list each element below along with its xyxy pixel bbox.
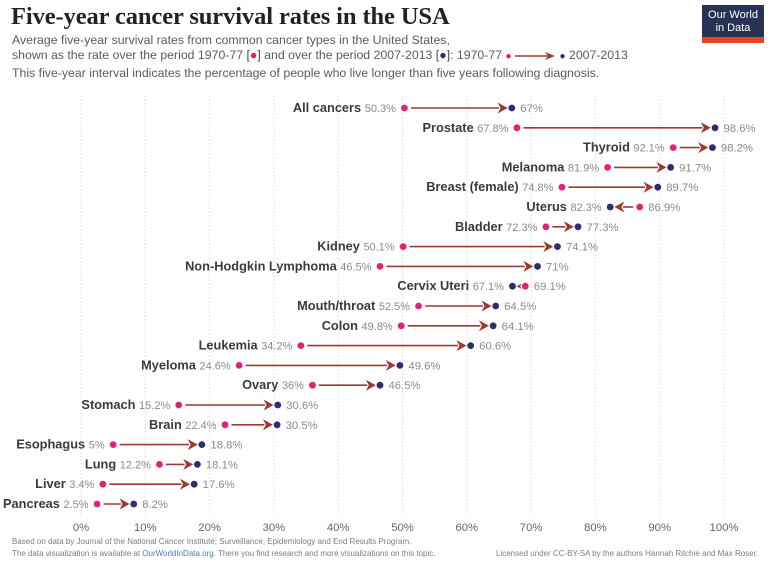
svg-text:Myeloma 24.6%: Myeloma 24.6% bbox=[141, 357, 231, 372]
svg-text:Ovary 36%: Ovary 36% bbox=[242, 377, 304, 392]
svg-text:Lung 12.2%: Lung 12.2% bbox=[85, 456, 151, 471]
svg-text:50%: 50% bbox=[391, 522, 414, 534]
svg-text:Liver 3.4%: Liver 3.4% bbox=[35, 476, 94, 491]
svg-text:86.9%: 86.9% bbox=[648, 202, 680, 214]
svg-text:8.2%: 8.2% bbox=[142, 499, 168, 511]
svg-text:69.1%: 69.1% bbox=[534, 281, 566, 293]
svg-text:67%: 67% bbox=[520, 103, 543, 115]
svg-text:Prostate 67.8%: Prostate 67.8% bbox=[422, 120, 508, 135]
svg-text:Bladder 72.3%: Bladder 72.3% bbox=[455, 219, 538, 234]
svg-text:49.6%: 49.6% bbox=[408, 360, 440, 372]
svg-text:Melanoma 81.9%: Melanoma 81.9% bbox=[502, 159, 600, 174]
svg-text:Esophagus 5%: Esophagus 5% bbox=[16, 437, 105, 452]
svg-text:Leukemia 34.2%: Leukemia 34.2% bbox=[199, 338, 293, 353]
svg-text:Breast (female) 74.8%: Breast (female) 74.8% bbox=[426, 179, 553, 194]
svg-text:Colon 49.8%: Colon 49.8% bbox=[322, 318, 393, 333]
svg-text:All cancers 50.3%: All cancers 50.3% bbox=[293, 100, 396, 115]
svg-text:77.3%: 77.3% bbox=[587, 222, 619, 234]
svg-text:70%: 70% bbox=[520, 522, 543, 534]
svg-text:Thyroid 92.1%: Thyroid 92.1% bbox=[583, 140, 665, 155]
svg-text:0%: 0% bbox=[73, 522, 89, 534]
svg-text:30.5%: 30.5% bbox=[286, 420, 318, 432]
svg-text:10%: 10% bbox=[134, 522, 157, 534]
svg-text:18.8%: 18.8% bbox=[210, 440, 242, 452]
svg-text:18.1%: 18.1% bbox=[206, 459, 238, 471]
svg-text:60%: 60% bbox=[455, 522, 478, 534]
svg-text:Non-Hodgkin Lymphoma 46.5%: Non-Hodgkin Lymphoma 46.5% bbox=[185, 258, 372, 273]
svg-text:Stomach 15.2%: Stomach 15.2% bbox=[81, 397, 170, 412]
svg-text:40%: 40% bbox=[327, 522, 350, 534]
svg-text:100%: 100% bbox=[710, 522, 739, 534]
svg-text:Cervix Uteri 67.1%: Cervix Uteri 67.1% bbox=[397, 278, 504, 293]
svg-text:Kidney 50.1%: Kidney 50.1% bbox=[317, 239, 395, 254]
svg-text:90%: 90% bbox=[648, 522, 671, 534]
svg-text:98.2%: 98.2% bbox=[721, 143, 753, 155]
svg-text:71%: 71% bbox=[546, 261, 569, 273]
svg-text:Uterus 82.3%: Uterus 82.3% bbox=[526, 199, 602, 214]
svg-text:64.1%: 64.1% bbox=[502, 321, 534, 333]
svg-text:30.6%: 30.6% bbox=[286, 400, 318, 412]
svg-text:Pancreas 2.5%: Pancreas 2.5% bbox=[3, 496, 89, 511]
svg-text:20%: 20% bbox=[198, 522, 221, 534]
svg-text:89.7%: 89.7% bbox=[666, 182, 698, 194]
svg-text:60.6%: 60.6% bbox=[479, 341, 511, 353]
svg-text:17.6%: 17.6% bbox=[203, 479, 235, 491]
svg-text:74.1%: 74.1% bbox=[566, 242, 598, 254]
svg-text:30%: 30% bbox=[263, 522, 286, 534]
svg-text:80%: 80% bbox=[584, 522, 607, 534]
svg-text:46.5%: 46.5% bbox=[388, 380, 420, 392]
svg-text:91.7%: 91.7% bbox=[679, 162, 711, 174]
svg-text:64.5%: 64.5% bbox=[504, 301, 536, 313]
svg-text:Brain 22.4%: Brain 22.4% bbox=[149, 417, 217, 432]
svg-text:98.6%: 98.6% bbox=[723, 123, 755, 135]
svg-text:Mouth/throat 52.5%: Mouth/throat 52.5% bbox=[297, 298, 410, 313]
